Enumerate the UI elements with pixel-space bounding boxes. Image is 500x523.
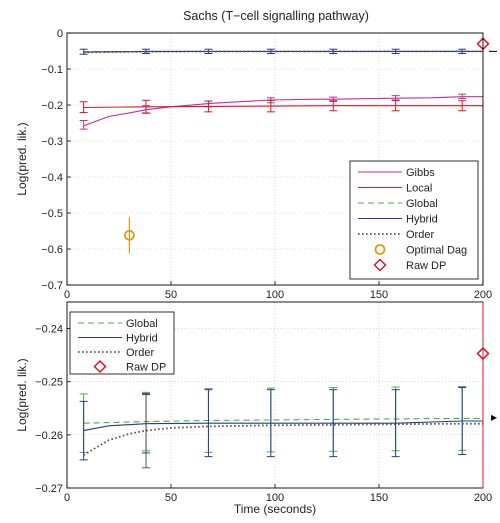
right-arrow-icon (491, 415, 497, 421)
bottom-ytick-label: −0.24 (35, 324, 63, 336)
top-xtick-label: 100 (266, 289, 284, 301)
top-ytick-label: −0.1 (41, 64, 63, 76)
top-legend-label: Gibbs (406, 167, 435, 179)
bottom-ytick-label: −0.26 (35, 430, 63, 442)
top-ytick-label: −0.4 (41, 172, 63, 184)
bottom-ytick-label: −0.27 (35, 483, 63, 495)
top-ytick-label: −0.5 (41, 208, 63, 220)
bottom-xtick-label: 150 (370, 492, 388, 504)
top-ytick-label: −0.3 (41, 136, 63, 148)
top-legend-label: Raw DP (406, 260, 446, 272)
chart-title: Sachs (T−cell signalling pathway) (183, 9, 369, 23)
bottom-legend-label: Raw DP (126, 362, 166, 374)
bottom-legend: Global Hybrid Order Raw DP (70, 312, 174, 374)
bottom-xtick-label: 200 (474, 492, 492, 504)
bottom-y-axis-label: Log(pred. lik.) (15, 358, 29, 431)
top-legend-label: Local (406, 183, 432, 195)
bottom-xtick-label: 100 (266, 492, 284, 504)
bottom-legend-label: Order (126, 347, 154, 359)
top-xtick-label: 150 (370, 289, 388, 301)
top-y-axis-label: Log(pred. lik.) (15, 122, 29, 195)
top-ytick-label: −0.7 (41, 280, 63, 292)
bottom-legend-label: Global (126, 318, 158, 330)
top-ytick-label: 0 (57, 28, 63, 40)
top-legend-label: Hybrid (406, 214, 438, 226)
top-ytick-label: −0.6 (41, 244, 63, 256)
top-panel: 0 50 100 150 200 −0.7 −0.6 −0.5 −0.4 −0.3 −0.2 −0.1… (15, 28, 492, 301)
bottom-ytick-label: −0.25 (35, 377, 63, 389)
top-xtick-label: 50 (165, 289, 177, 301)
x-axis-label: Time (seconds) (234, 502, 316, 516)
top-legend-label: Global (406, 198, 438, 210)
bottom-xtick-label: 50 (165, 492, 177, 504)
bottom-legend-label: Hybrid (126, 333, 158, 345)
top-xtick-label: 0 (64, 289, 70, 301)
bottom-panel: 0 50 100 150 200 −0.27 −0.26 −0.25 −0.24 Log(pred… (15, 302, 492, 504)
top-legend-label: Optimal Dag (406, 245, 467, 257)
top-legend-label: Order (406, 229, 434, 241)
top-ytick-label: −0.2 (41, 100, 63, 112)
top-legend: Gibbs Local Global Hybrid Order Optimal Dag Ra… (350, 161, 478, 279)
bottom-xtick-label: 0 (64, 492, 70, 504)
top-xtick-label: 200 (474, 289, 492, 301)
